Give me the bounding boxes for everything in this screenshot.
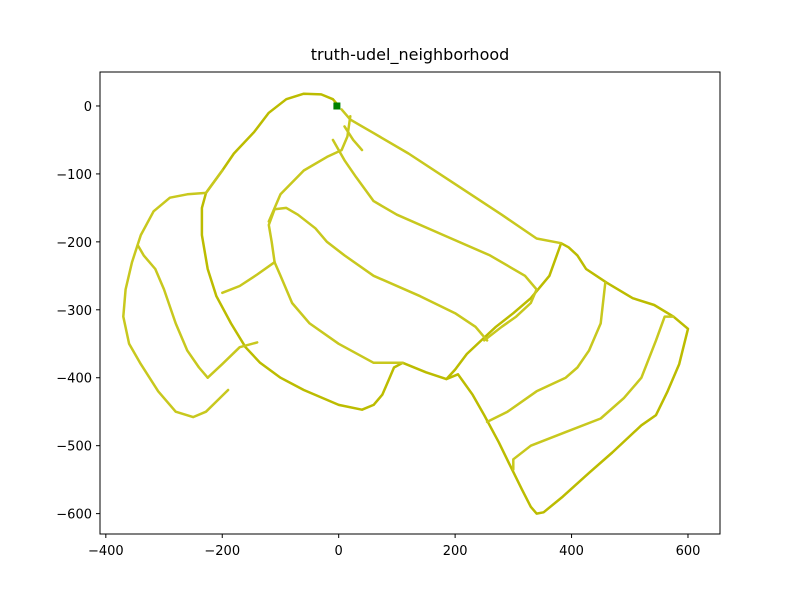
trajectory-series-1 xyxy=(340,108,563,245)
trajectory-series-7 xyxy=(273,260,404,365)
marker-layer xyxy=(333,102,341,110)
plot-frame xyxy=(99,71,721,535)
y-tick-label: 0 xyxy=(84,100,92,115)
x-tick-label: −200 xyxy=(204,544,240,559)
y-tick-label: −200 xyxy=(56,236,92,251)
x-tick-label: 400 xyxy=(559,544,584,559)
x-tick-label: −400 xyxy=(88,544,124,559)
x-tick-label: 600 xyxy=(676,544,701,559)
y-tick-label: −500 xyxy=(56,440,92,455)
y-tick-label: −400 xyxy=(56,372,92,387)
y-tick-label: −600 xyxy=(56,508,92,523)
trajectory-series-9 xyxy=(331,138,538,342)
trajectory-series-2 xyxy=(122,169,230,419)
y-axis: 0 −100 −200 −300 −400 −500 −600 xyxy=(56,100,100,523)
trajectory-series-8 xyxy=(267,114,352,223)
x-tick-label: 0 xyxy=(335,544,343,559)
chart-title: truth-udel_neighborhood xyxy=(311,45,510,65)
trajectory-series-11 xyxy=(485,281,607,424)
series-layer xyxy=(122,92,690,515)
y-tick-label: −300 xyxy=(56,304,92,319)
start-marker xyxy=(333,102,341,110)
trajectory-series-12 xyxy=(512,315,675,471)
trajectory-series-10 xyxy=(343,125,364,152)
trajectory-series-5 xyxy=(221,260,276,295)
trajectory-series-0 xyxy=(200,92,690,515)
x-axis: −400 −200 0 200 400 600 xyxy=(88,534,700,559)
trajectory-series-4 xyxy=(206,341,259,379)
trajectory-series-3 xyxy=(136,244,209,379)
x-tick-label: 200 xyxy=(443,544,468,559)
y-tick-label: −100 xyxy=(56,168,92,183)
